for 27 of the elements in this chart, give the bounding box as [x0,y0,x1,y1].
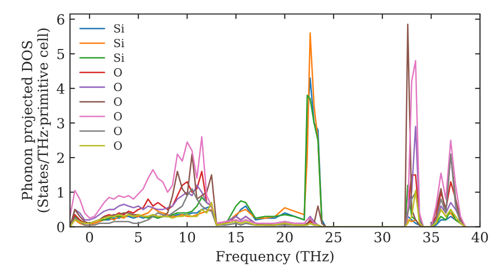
y-tick-label: 6 [57,14,64,25]
legend-label: O [114,141,122,150]
y-tick-label: 5 [57,48,64,60]
x-tick-label: 20 [276,232,293,242]
x-tick-label: 30 [374,232,390,242]
y-axis-title: Phonon projected DOS (States/THz·primitive cell) [22,28,51,212]
x-tick-label: 25 [326,232,342,242]
legend-label: Si [114,24,124,33]
legend-label: O [114,97,122,106]
x-tick-label: 40 [472,232,488,242]
y-tick-label: 3 [57,118,64,128]
x-axis-title: Frequency (THz) [216,250,334,264]
y-tick-label: 0 [57,222,64,232]
x-tick-label: 35 [423,232,439,242]
y-tick-label: 2 [57,152,64,163]
legend-label: O [114,68,122,77]
legend-label: O [114,112,122,120]
y-tick-label: 1 [58,187,64,198]
legend-label: Si [114,53,124,62]
legend-label: O [114,126,122,136]
x-tick-label: 0 [86,232,94,242]
x-tick-label: 5 [135,232,142,242]
legend-label: O [114,82,122,92]
x-tick-label: 15 [228,232,244,242]
legend-label: Si [114,38,124,48]
y-tick-label: 4 [56,83,64,94]
x-tick-label: 10 [180,232,196,242]
